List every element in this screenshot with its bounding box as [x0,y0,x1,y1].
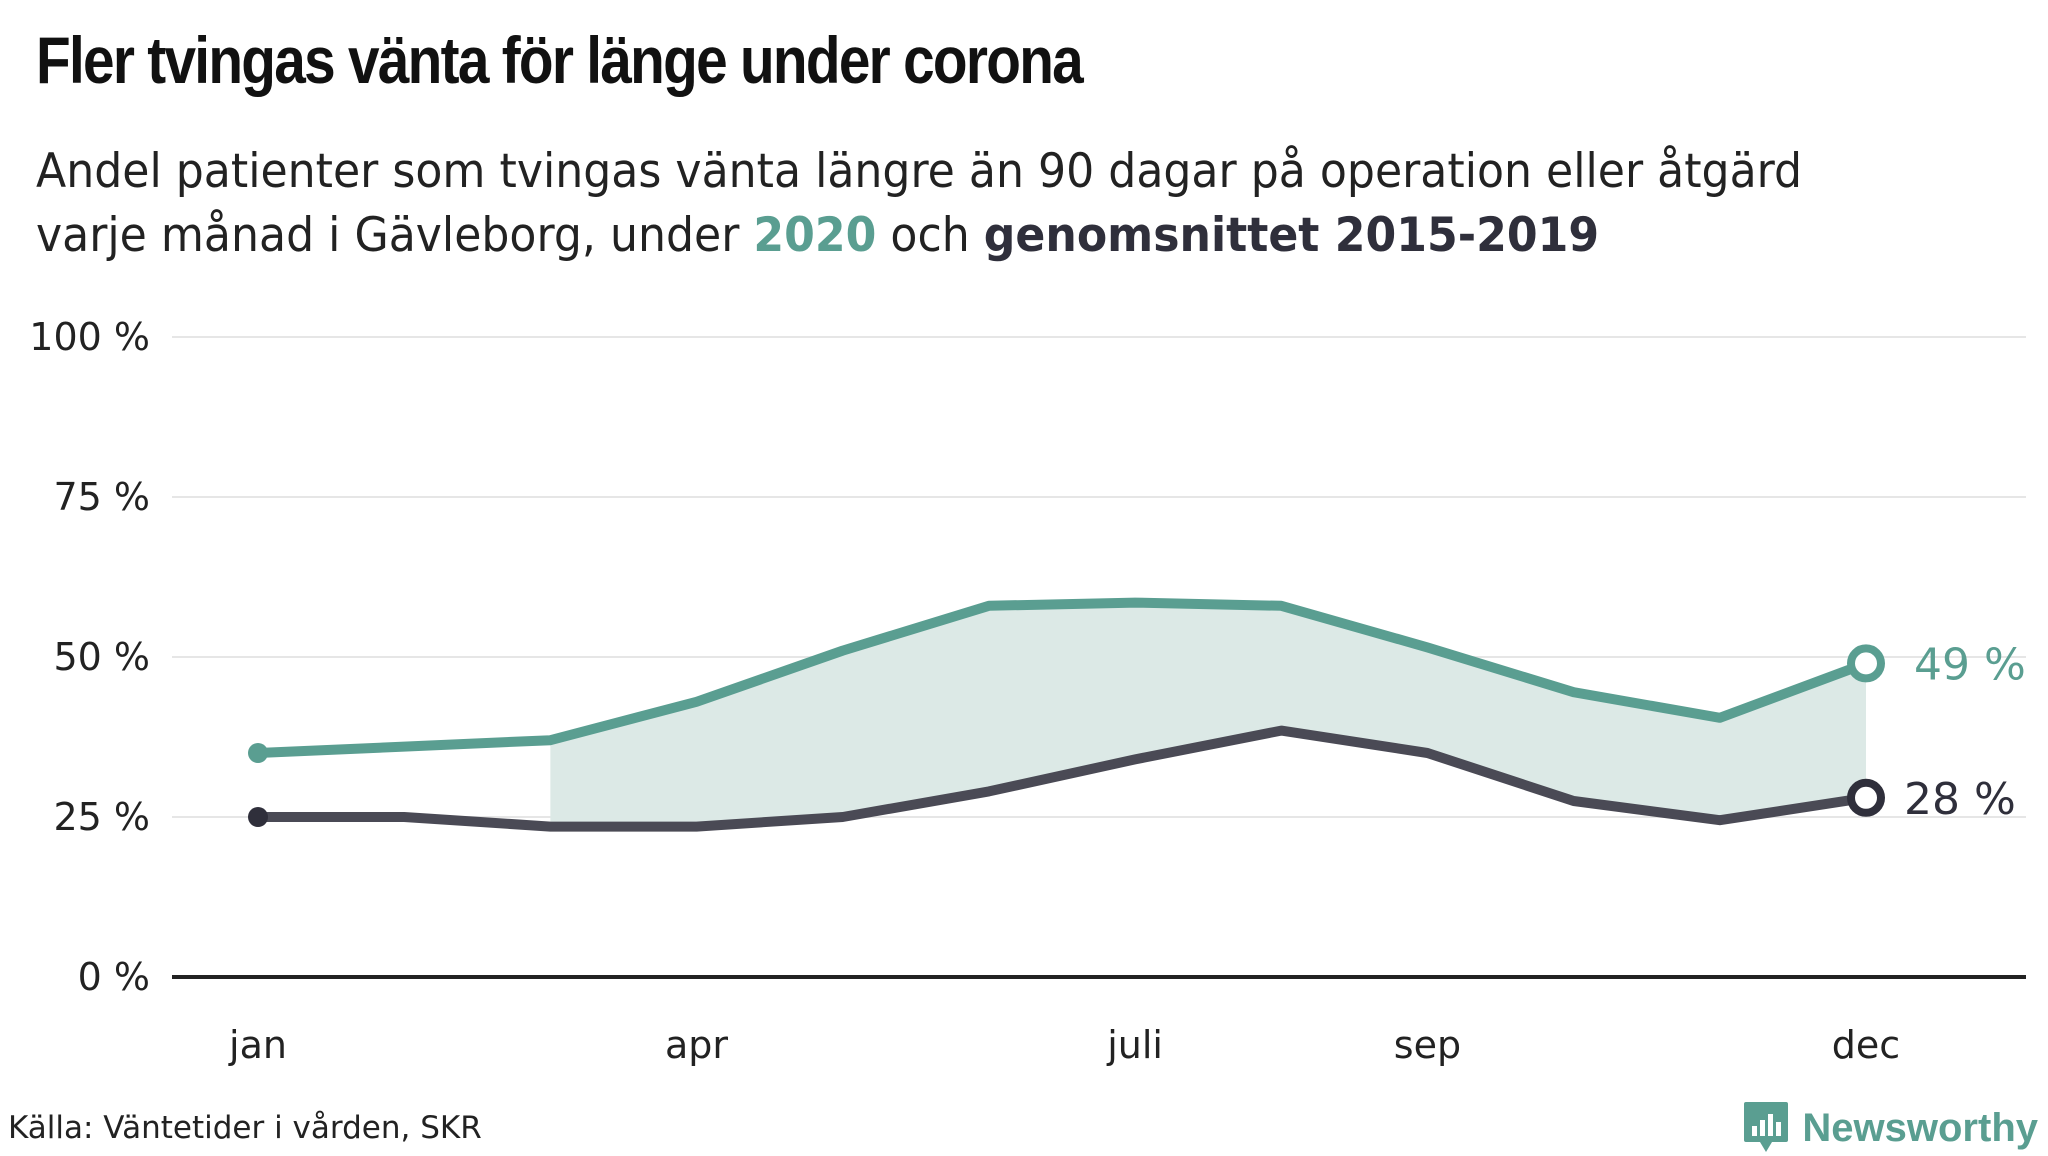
tick-labels: 0 % 25 % 50 % 75 % 100 % jan apr juli sep dec 49 %… [29,315,2026,1067]
y-tick-label-50: 50 % [53,635,150,679]
x-tick-label-juli: juli [1106,1023,1163,1067]
y-tick-label-25: 25 % [53,795,150,839]
y-tick-label-75: 75 % [53,475,150,519]
series-markers [248,644,1885,827]
x-tick-label-jan: jan [228,1023,287,1067]
y-tick-label-0: 0 % [78,955,150,999]
series-average-2015-2019-end-marker [1847,778,1885,817]
series-2020-end-label: 49 % [1914,639,2026,690]
newsworthy-logo-icon [1744,1102,1789,1152]
x-tick-label-dec: dec [1832,1023,1900,1067]
source-note: Källa: Väntetider i vården, SKR [8,1110,482,1146]
series-2020-start-marker [248,743,268,763]
series-2020-line [253,597,1871,758]
shaded-area [550,602,1866,827]
series-average-2015-2019-end-label: 28 % [1904,774,2016,825]
series-2020-end-marker [1847,644,1885,683]
subtitle-text-1: Andel patienter som tvingas vänta längre… [36,144,1803,263]
subtitle-highlight-2020: 2020 [753,208,877,263]
x-tick-label-apr: apr [665,1023,728,1067]
chart-title: Fler tvingas vänta för länge under coron… [36,23,1084,97]
x-tick-label-sep: sep [1394,1023,1461,1067]
brand-logo[interactable]: Newsworthy [1742,1100,2038,1156]
brand-name: Newsworthy [1802,1105,2038,1150]
subtitle-text-2: och [876,208,984,263]
series-average-2015-2019-line [253,725,1871,832]
y-tick-label-100: 100 % [29,315,150,359]
series-lines [253,597,1871,832]
series-average-2015-2019-start-marker [248,807,268,827]
shaded-gap-area [550,602,1866,827]
subtitle-highlight-average: genomsnittet 2015-2019 [983,208,1600,263]
chart-subtitle: Andel patienter som tvingas vänta längre… [36,140,1916,268]
